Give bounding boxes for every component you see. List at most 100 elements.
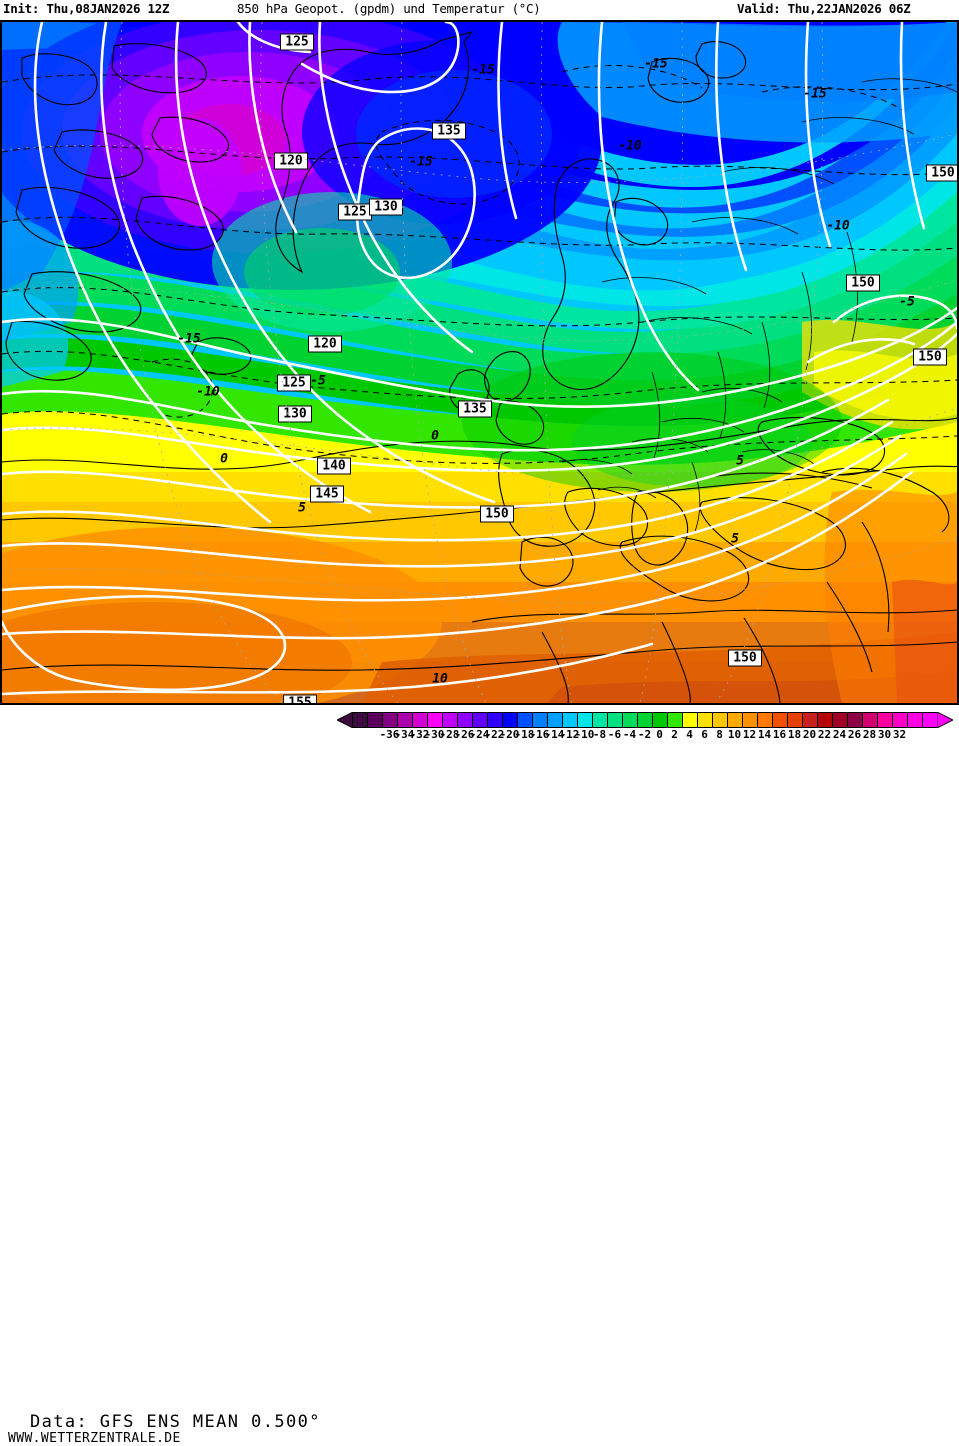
- colorbar-tick-label: 0: [656, 728, 663, 741]
- colorbar-tick-label: 32: [892, 728, 907, 741]
- colorbar-tick-label: -24: [469, 728, 490, 741]
- geopotential-contour-label: 140: [322, 459, 346, 474]
- temperature-contour-label: 5: [298, 501, 306, 516]
- colorbar-tick-label: 8: [716, 728, 723, 741]
- colorbar-tick-label: -6: [607, 728, 622, 741]
- contour-label-box: [280, 33, 314, 51]
- colorbar-swatch: [442, 712, 457, 728]
- colorbar-swatch: [817, 712, 832, 728]
- geopotential-contour-label: 150: [931, 166, 955, 181]
- colorbar-swatch: [787, 712, 802, 728]
- colorbar-tick-label: -20: [499, 728, 520, 741]
- colorbar-tick-label: -2: [637, 728, 652, 741]
- geopotential-contour-label: 150: [851, 276, 875, 291]
- colorbar-swatch: [682, 712, 697, 728]
- colorbar-tick-label: -28: [439, 728, 460, 741]
- colorbar-swatch: [352, 712, 367, 728]
- geopotential-labels: 125 135 120 125 130 150 150 120 125 130 135 150 140 1…: [274, 33, 957, 703]
- contour-label-box: [728, 649, 762, 667]
- colorbar-tick-label: 18: [787, 728, 802, 741]
- colorbar-tick-label: 22: [817, 728, 832, 741]
- colorbar-swatch: [772, 712, 787, 728]
- contour-label-box: [432, 122, 466, 140]
- colorbar-swatch: [502, 712, 517, 728]
- colorbar-tick-label: -16: [529, 728, 550, 741]
- colorbar-tick-label: -26: [454, 728, 475, 741]
- colorbar-swatch: [892, 712, 907, 728]
- colorbar-swatch: [922, 712, 937, 728]
- geopotential-contour-label: 125: [285, 35, 308, 50]
- colorbar-tick-label: 28: [862, 728, 877, 741]
- colorbar-swatch: [847, 712, 862, 728]
- colorbar-tick-label: 14: [757, 728, 772, 741]
- geopotential-contour-label: 150: [733, 651, 757, 666]
- geopotential-contour-label: 135: [463, 402, 486, 417]
- colorbar-swatch: [862, 712, 877, 728]
- latlon-grid: [2, 22, 957, 703]
- data-source-label: Data: GFS ENS MEAN 0.500°: [30, 1412, 321, 1432]
- weather-map-canvas[interactable]: 125 135 120 125 130 150 150 120 125 130 135 150 140 1…: [0, 20, 959, 705]
- contour-label-box: [317, 457, 351, 475]
- temperature-contour-label: -5: [310, 374, 326, 389]
- temperature-contour-label: 0: [431, 429, 439, 444]
- contour-label-box: [926, 164, 957, 182]
- colorbar-swatch: [802, 712, 817, 728]
- colorbar-swatch: [757, 712, 772, 728]
- temperature-field: [2, 22, 957, 703]
- temperature-contour-label: -10: [826, 219, 850, 234]
- geopotential-contour-label: 120: [279, 154, 303, 169]
- temperature-contour-label: -15: [409, 155, 433, 170]
- contour-label-box: [458, 400, 492, 418]
- colorbar-tick-label: 24: [832, 728, 847, 741]
- colorbar-tick-label: -30: [424, 728, 445, 741]
- colorbar-swatch: [547, 712, 562, 728]
- colorbar-swatch: [532, 712, 547, 728]
- colorbar-swatch: [397, 712, 412, 728]
- temperature-contour-label: -15: [177, 332, 201, 347]
- colorbar-tick-label: -34: [394, 728, 415, 741]
- geopotential-contour-label: 135: [437, 124, 460, 139]
- colorbar-swatch: [577, 712, 592, 728]
- geopotential-contour-label: 130: [374, 200, 398, 215]
- contour-label-box: [277, 374, 311, 392]
- colorbar-tick-label: -36: [379, 728, 400, 741]
- map-plot-area: 125 135 120 125 130 150 150 120 125 130 135 150 140 1…: [2, 22, 957, 703]
- temperature-colorbar[interactable]: [337, 712, 953, 728]
- geopotential-contour-label: 145: [315, 487, 338, 502]
- colorbar-tick-label: -18: [514, 728, 535, 741]
- website-label: WWW.WETTERZENTRALE.DE: [8, 1431, 181, 1446]
- colorbar-tick-label: -4: [622, 728, 637, 741]
- temperature-contour-label: 0: [220, 452, 228, 467]
- colorbar-max-arrow: [937, 712, 953, 728]
- temperature-contour-label: -5: [899, 295, 915, 310]
- contour-label-box: [278, 405, 312, 423]
- colorbar-tick-label: 30: [877, 728, 892, 741]
- contour-label-box: [846, 274, 880, 292]
- colorbar-swatch: [472, 712, 487, 728]
- temperature-contour-label: 5: [736, 454, 744, 469]
- geopotential-contours: [2, 22, 957, 696]
- colorbar-tick-labels: -36 -34 -32 -30 -28 -26 -24 -22 -20 -18 -16 -14 -12-…: [337, 728, 959, 741]
- colorbar-tick-label: -32: [409, 728, 430, 741]
- colorbar-swatch: [742, 712, 757, 728]
- colorbar-swatch: [412, 712, 427, 728]
- colorbar-tick-label: 4: [686, 728, 693, 741]
- geopotential-contour-label: 150: [918, 350, 942, 365]
- temperature-contour-label: 10: [432, 672, 448, 687]
- colorbar-swatch: [622, 712, 637, 728]
- temperature-contour-label: -15: [471, 63, 495, 78]
- map-header: Init: Thu,08JAN2026 12Z 850 hPa Geopot. …: [0, 0, 959, 20]
- colorbar-tick-label: 12: [742, 728, 757, 741]
- colorbar-tick-label: -14: [544, 728, 565, 741]
- colorbar-swatch: [487, 712, 502, 728]
- init-time-label: Init: Thu,08JAN2026 12Z: [3, 1, 170, 16]
- temperature-labels: -15 -15 -15 -15 -10 -10 -15 -10 -5 -5 0 0 5 5 5 10: [177, 57, 915, 687]
- map-title: 850 hPa Geopot. (gpdm) und Temperatur (°…: [237, 1, 541, 16]
- temperature-contour-label: -10: [196, 385, 220, 400]
- temperature-contour-label: 5: [731, 532, 739, 547]
- colorbar-swatch: [382, 712, 397, 728]
- geopotential-contour-label: 120: [313, 337, 337, 352]
- colorbar-tick-label: 16: [772, 728, 787, 741]
- geopotential-contour-label: 150: [485, 507, 509, 522]
- colorbar-tick-label: 20: [802, 728, 817, 741]
